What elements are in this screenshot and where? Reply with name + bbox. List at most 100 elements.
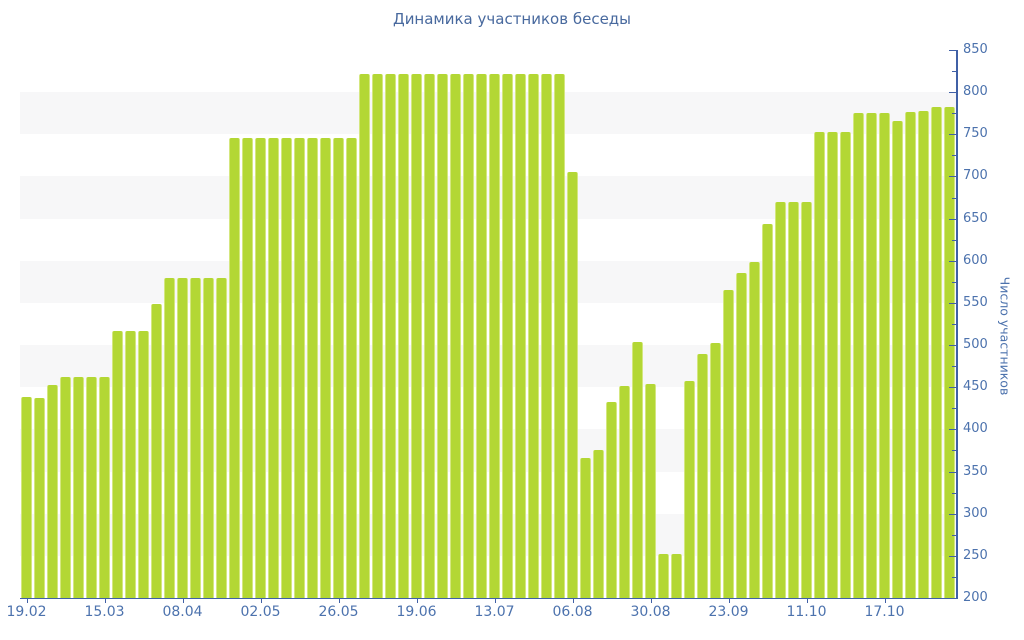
bar (177, 277, 188, 598)
y-minor-tick (952, 366, 956, 368)
x-tick-label: 06.08 (552, 604, 593, 620)
x-tick-label: 30.08 (630, 604, 671, 620)
y-minor-tick (952, 534, 956, 536)
bar (281, 137, 292, 598)
y-tick-label: 600 (963, 252, 988, 268)
x-tick-label: 15.03 (84, 604, 125, 620)
bar (775, 201, 786, 598)
y-tick-label: 450 (963, 379, 988, 395)
bar (164, 277, 175, 598)
bar (866, 113, 877, 598)
y-tick-label: 300 (963, 505, 988, 521)
bar (190, 277, 201, 598)
bar (268, 137, 279, 598)
y-minor-tick (952, 492, 956, 494)
bar (86, 377, 97, 598)
y-minor-tick (952, 239, 956, 241)
bar (112, 330, 123, 598)
bar (658, 554, 669, 598)
bar (814, 131, 825, 598)
bar (528, 74, 539, 598)
x-tick (572, 599, 574, 603)
y-minor-tick (952, 450, 956, 452)
bar (489, 74, 500, 598)
y-tick-label: 800 (963, 84, 988, 100)
x-tick (650, 599, 652, 603)
bar (359, 74, 370, 598)
plot-area (20, 50, 956, 598)
y-minor-tick (952, 197, 956, 199)
y-major-tick (949, 598, 956, 599)
bar (476, 74, 487, 598)
y-minor-tick (952, 408, 956, 410)
bar (216, 277, 227, 598)
y-axis-line (956, 50, 958, 599)
bar (99, 377, 110, 598)
bar (554, 74, 565, 598)
bar (853, 113, 864, 598)
x-tick-label: 26.05 (318, 604, 359, 620)
bar (411, 74, 422, 598)
bar (437, 74, 448, 598)
bar (840, 131, 851, 598)
bar (34, 398, 45, 598)
x-tick (26, 599, 28, 603)
x-tick (806, 599, 808, 603)
bar (307, 137, 318, 598)
x-tick-label: 23.09 (708, 604, 749, 620)
background-stripe (20, 513, 956, 556)
x-tick-label: 13.07 (474, 604, 515, 620)
y-major-tick (949, 471, 956, 473)
bar (632, 341, 643, 598)
bar (892, 120, 903, 598)
bar (333, 137, 344, 598)
x-tick (728, 599, 730, 603)
bar (424, 74, 435, 598)
x-tick (260, 599, 262, 603)
bar (606, 402, 617, 598)
bar (697, 353, 708, 598)
y-tick-label: 500 (963, 337, 988, 353)
y-minor-tick (952, 71, 956, 73)
bar (385, 74, 396, 598)
bar (372, 74, 383, 598)
x-tick-label: 17.10 (864, 604, 905, 620)
y-major-tick (949, 302, 956, 304)
x-tick (104, 599, 106, 603)
y-tick-label: 700 (963, 168, 988, 184)
y-minor-tick (952, 281, 956, 283)
y-tick-label: 200 (963, 590, 988, 605)
bar (593, 449, 604, 598)
x-tick (182, 599, 184, 603)
y-tick-label: 650 (963, 210, 988, 226)
y-minor-tick (952, 155, 956, 157)
y-major-tick (949, 429, 956, 431)
bar (619, 385, 630, 598)
bar (203, 277, 214, 598)
bar (710, 343, 721, 598)
bar (749, 262, 760, 598)
y-tick-label: 250 (963, 547, 988, 563)
y-minor-tick (952, 113, 956, 115)
y-major-tick (949, 134, 956, 136)
bar (801, 201, 812, 598)
chart-title: Динамика участников беседы (392, 10, 632, 28)
y-major-tick (949, 555, 956, 557)
x-tick (338, 599, 340, 603)
bar (905, 111, 916, 598)
bar (125, 330, 136, 598)
bar (320, 137, 331, 598)
bar (580, 458, 591, 598)
x-tick (884, 599, 886, 603)
bar (294, 137, 305, 598)
x-tick-label: 19.02 (6, 604, 47, 620)
bar (684, 380, 695, 598)
bar (671, 554, 682, 598)
background-stripe (20, 345, 956, 388)
background-stripe (20, 429, 956, 472)
y-major-tick (949, 50, 956, 51)
y-tick-label: 400 (963, 421, 988, 437)
bar (73, 377, 84, 598)
bar (242, 137, 253, 598)
bar (645, 383, 656, 598)
